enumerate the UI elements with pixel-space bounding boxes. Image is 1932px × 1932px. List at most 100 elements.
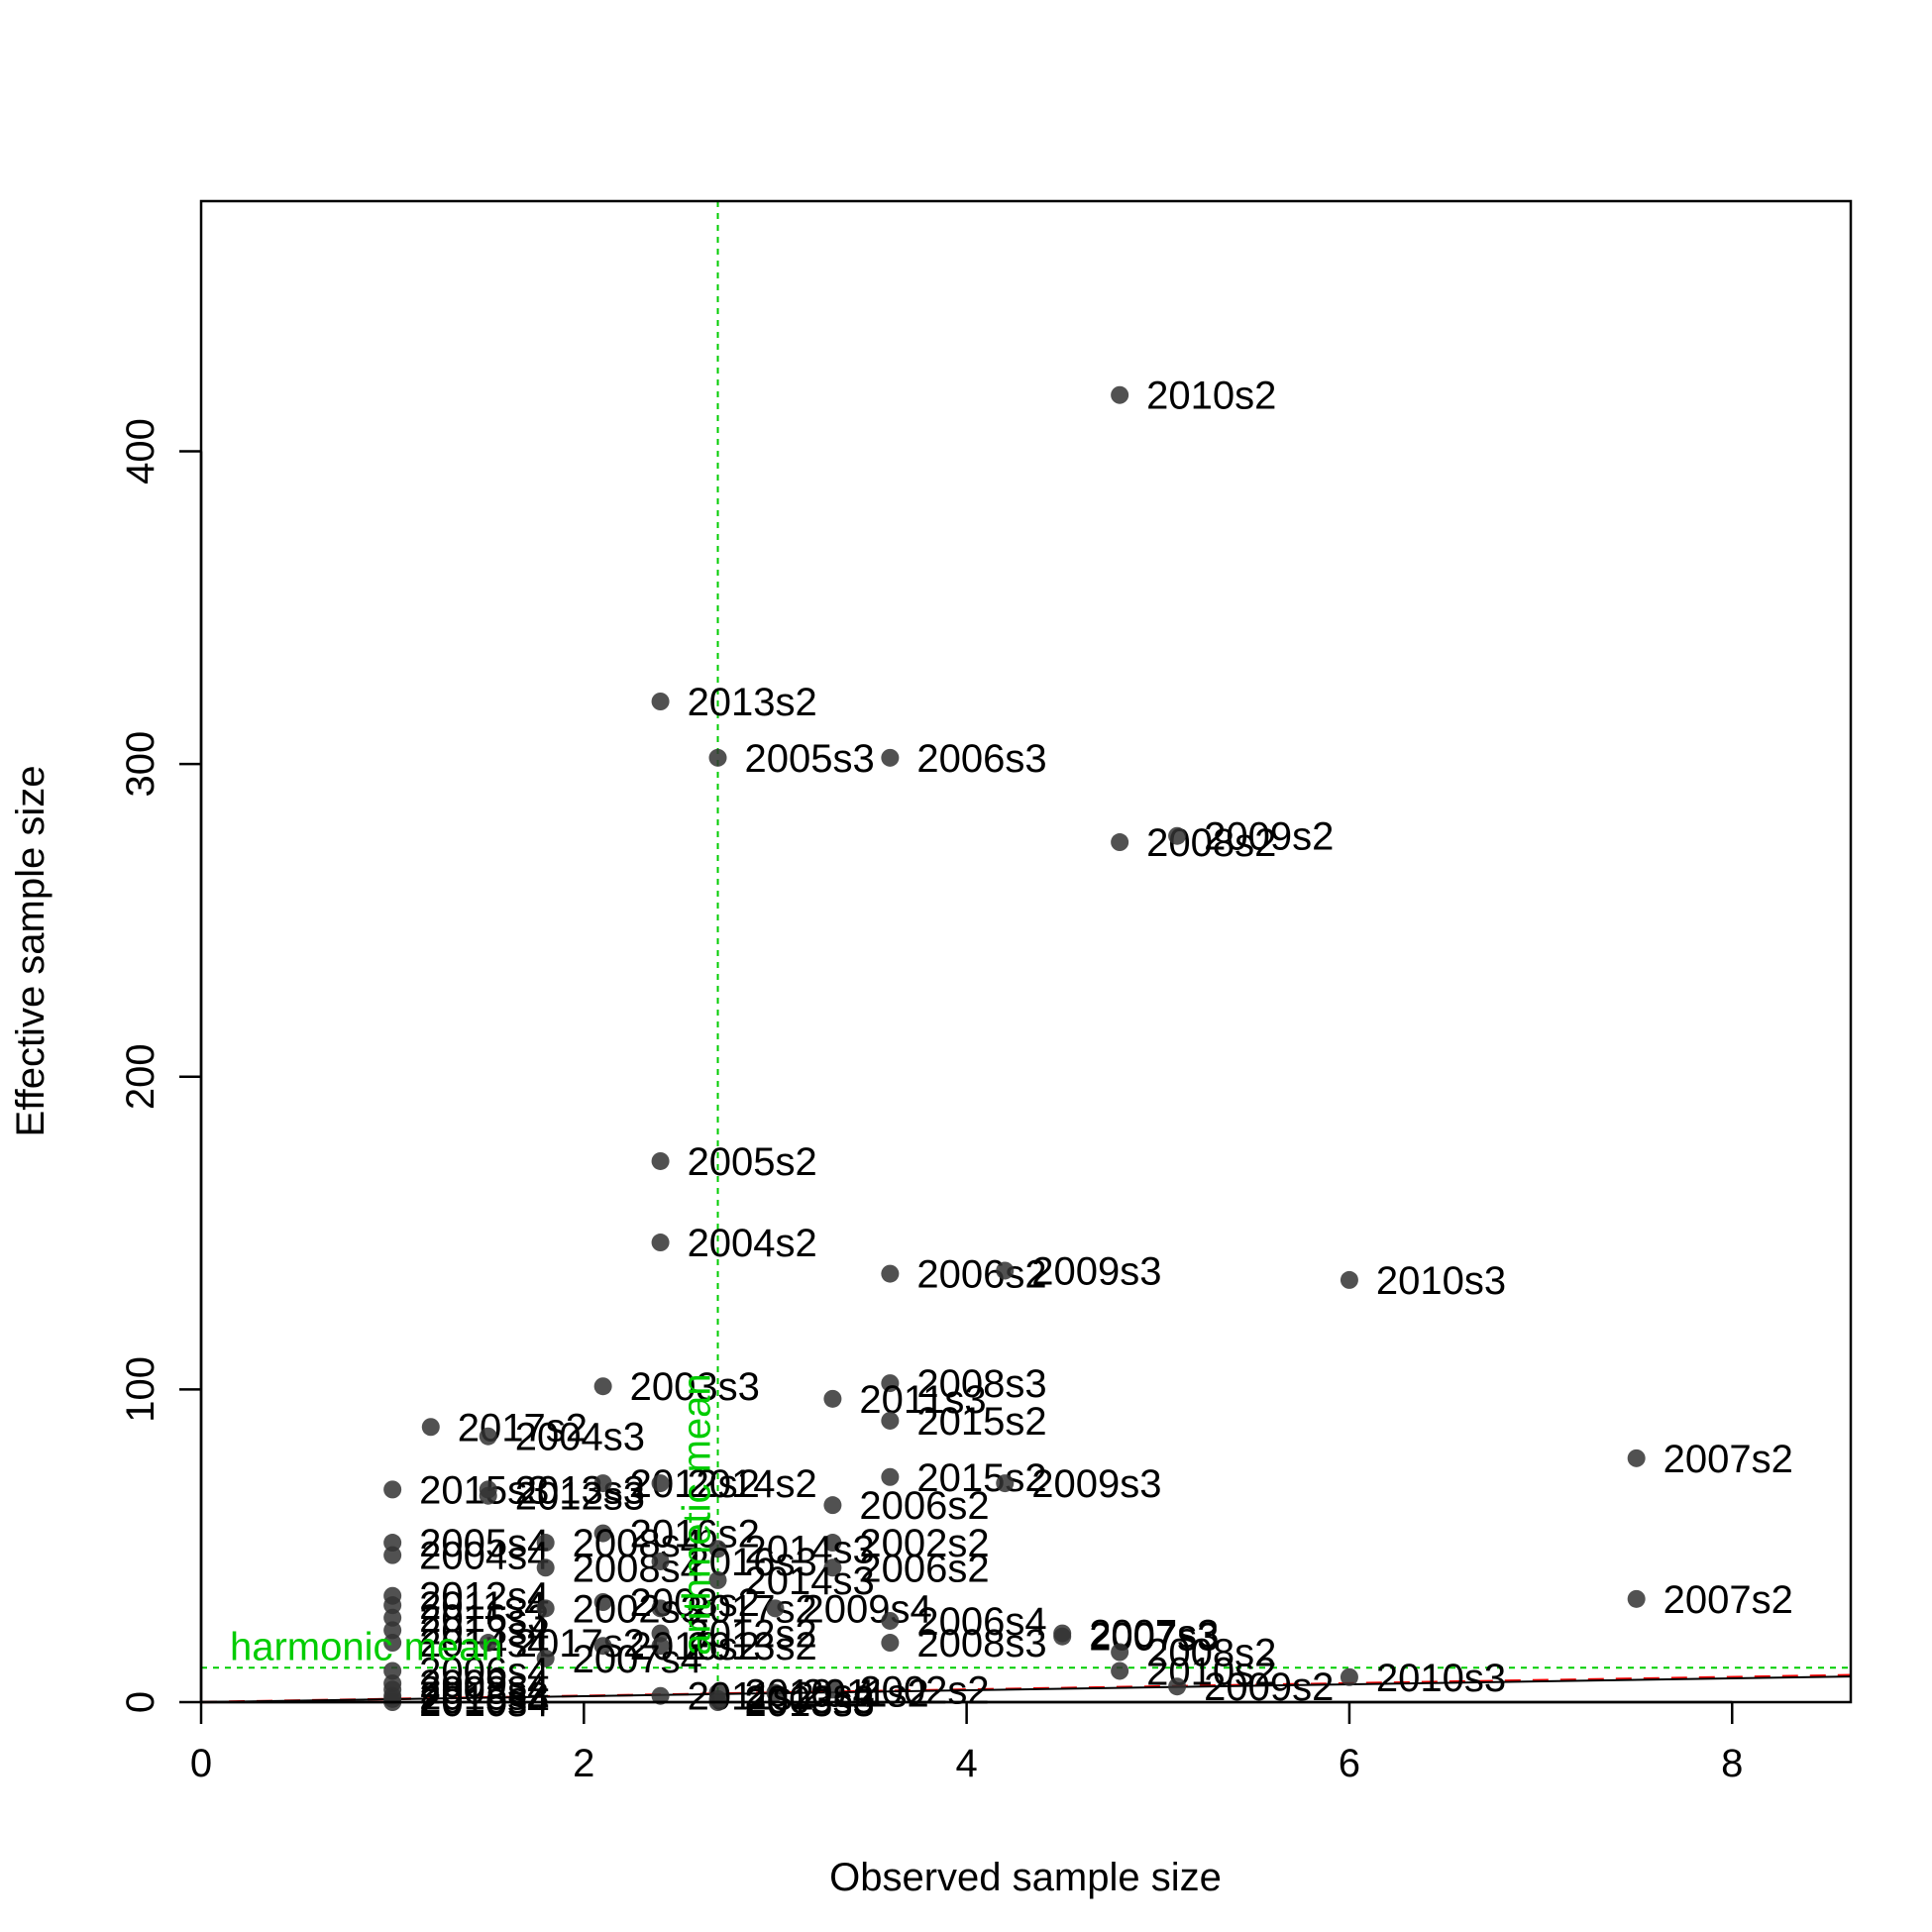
- data-point-label: 2004s3: [515, 1416, 645, 1459]
- data-point: [383, 1546, 402, 1564]
- data-point-label: 2014s3: [745, 1528, 875, 1571]
- data-point: [823, 1680, 842, 1699]
- data-point: [1111, 385, 1129, 404]
- data-point: [593, 1637, 612, 1656]
- data-point-label: 2017s2: [515, 1622, 645, 1665]
- data-point-label: 2006s4: [419, 1650, 549, 1693]
- data-point: [1111, 833, 1129, 852]
- data-point-label: 2011s2: [688, 1675, 814, 1719]
- data-point: [881, 1374, 900, 1393]
- data-point-label: 2013s3: [419, 1675, 549, 1719]
- data-point-label: 2008s3: [916, 1622, 1046, 1665]
- arithmetic-mean-label: arithmetic mean: [676, 1373, 719, 1656]
- data-point: [1340, 1270, 1358, 1289]
- data-point: [383, 1621, 402, 1640]
- data-point: [421, 1418, 440, 1437]
- data-point: [996, 1261, 1015, 1280]
- data-point: [823, 1496, 842, 1515]
- data-point: [383, 1480, 402, 1499]
- x-tick-label: 4: [955, 1742, 977, 1785]
- x-tick-label: 6: [1339, 1742, 1360, 1785]
- data-point: [383, 1534, 402, 1553]
- data-point: [1627, 1589, 1646, 1608]
- data-point-label: 2010s2: [1146, 375, 1276, 418]
- data-point: [881, 748, 900, 767]
- data-point: [766, 1683, 785, 1702]
- data-point-label: 2007s4: [573, 1638, 702, 1681]
- data-point-label: 2005s3: [745, 737, 875, 781]
- data-point-label: 2010s4: [745, 1672, 875, 1716]
- y-tick-label: 300: [119, 731, 162, 798]
- data-point-label: 2012s2: [630, 1462, 760, 1506]
- data-point-label: 2011s3: [859, 1378, 986, 1422]
- data-point-label: 2006s4: [916, 1600, 1046, 1644]
- data-point-label: 2009s3: [1031, 1249, 1161, 1293]
- data-point: [651, 1151, 670, 1170]
- fit-line: [200, 1675, 1852, 1703]
- data-point-label: 2008s4: [573, 1547, 702, 1590]
- data-point-label: 2006s2: [916, 1253, 1046, 1297]
- data-point-label: 2003s3: [630, 1365, 760, 1409]
- data-point: [383, 1596, 402, 1615]
- data-point: [536, 1558, 555, 1577]
- data-point-label: 2012s3: [515, 1475, 645, 1519]
- data-point: [708, 1570, 727, 1589]
- data-point-label: 2009s2: [1204, 815, 1334, 859]
- data-point: [383, 1662, 402, 1680]
- data-point-label: 2006s3: [916, 737, 1046, 781]
- data-point-label: 2015s4: [419, 1678, 549, 1722]
- data-point: [651, 1624, 670, 1643]
- data-point-label: 2006s2: [859, 1547, 989, 1590]
- y-tick-label: 0: [119, 1691, 162, 1713]
- data-point: [996, 1474, 1015, 1493]
- data-point: [823, 1389, 842, 1408]
- data-point: [479, 1634, 497, 1653]
- data-point-label: 2013s2: [688, 1625, 817, 1668]
- data-point: [536, 1649, 555, 1667]
- data-point-label: 2005s4: [419, 1522, 549, 1565]
- data-point-label: 2009s4: [419, 1663, 549, 1706]
- one-to-one-line: [200, 1673, 1852, 1704]
- data-point-label: 2008s4: [573, 1522, 702, 1565]
- x-tick-label: 0: [190, 1742, 212, 1785]
- data-point-label: 2008s2: [1146, 1632, 1276, 1675]
- data-point: [651, 1552, 670, 1570]
- x-tick-label: 2: [573, 1742, 594, 1785]
- data-point: [593, 1377, 612, 1396]
- data-point: [823, 1558, 842, 1577]
- data-point: [881, 1467, 900, 1486]
- data-point-label: 2008s2: [1146, 821, 1276, 865]
- data-point-label: 2016s3: [419, 1597, 549, 1641]
- data-point: [651, 1474, 670, 1493]
- axes-layer: 0 2 4 6 8 0 100 200 300 400: [119, 418, 1743, 1785]
- data-point: [881, 1634, 900, 1653]
- data-point-label: 2006s2: [859, 1484, 989, 1528]
- data-point-label: 2012s2: [688, 1613, 817, 1657]
- data-point-label: 2017s2: [458, 1406, 588, 1449]
- data-point-label: 2014s3: [745, 1559, 875, 1603]
- data-point: [536, 1534, 555, 1553]
- data-point: [651, 1637, 670, 1656]
- data-point-label: 2014s2: [688, 1462, 817, 1506]
- data-point: [593, 1524, 612, 1543]
- y-tick-label: 100: [119, 1356, 162, 1423]
- data-point-label: 2003s3: [745, 1678, 875, 1722]
- data-point: [536, 1599, 555, 1618]
- data-point: [651, 693, 670, 710]
- data-point: [766, 1599, 785, 1618]
- data-point-label: 2017s2: [688, 1587, 817, 1631]
- data-point: [383, 1634, 402, 1653]
- data-point-label: 2012s4: [419, 1575, 549, 1619]
- data-point: [708, 1540, 727, 1558]
- data-point: [651, 1234, 670, 1252]
- data-point-label: 2007s3: [1089, 1613, 1219, 1657]
- data-point: [593, 1593, 612, 1611]
- data-point-label: 2011s4: [419, 1584, 546, 1628]
- data-point-label: 2016s2: [630, 1513, 760, 1556]
- data-point: [881, 1264, 900, 1283]
- y-tick-label: 200: [119, 1043, 162, 1110]
- y-axis-label: Effective sample size: [9, 766, 53, 1137]
- data-point: [1053, 1627, 1072, 1646]
